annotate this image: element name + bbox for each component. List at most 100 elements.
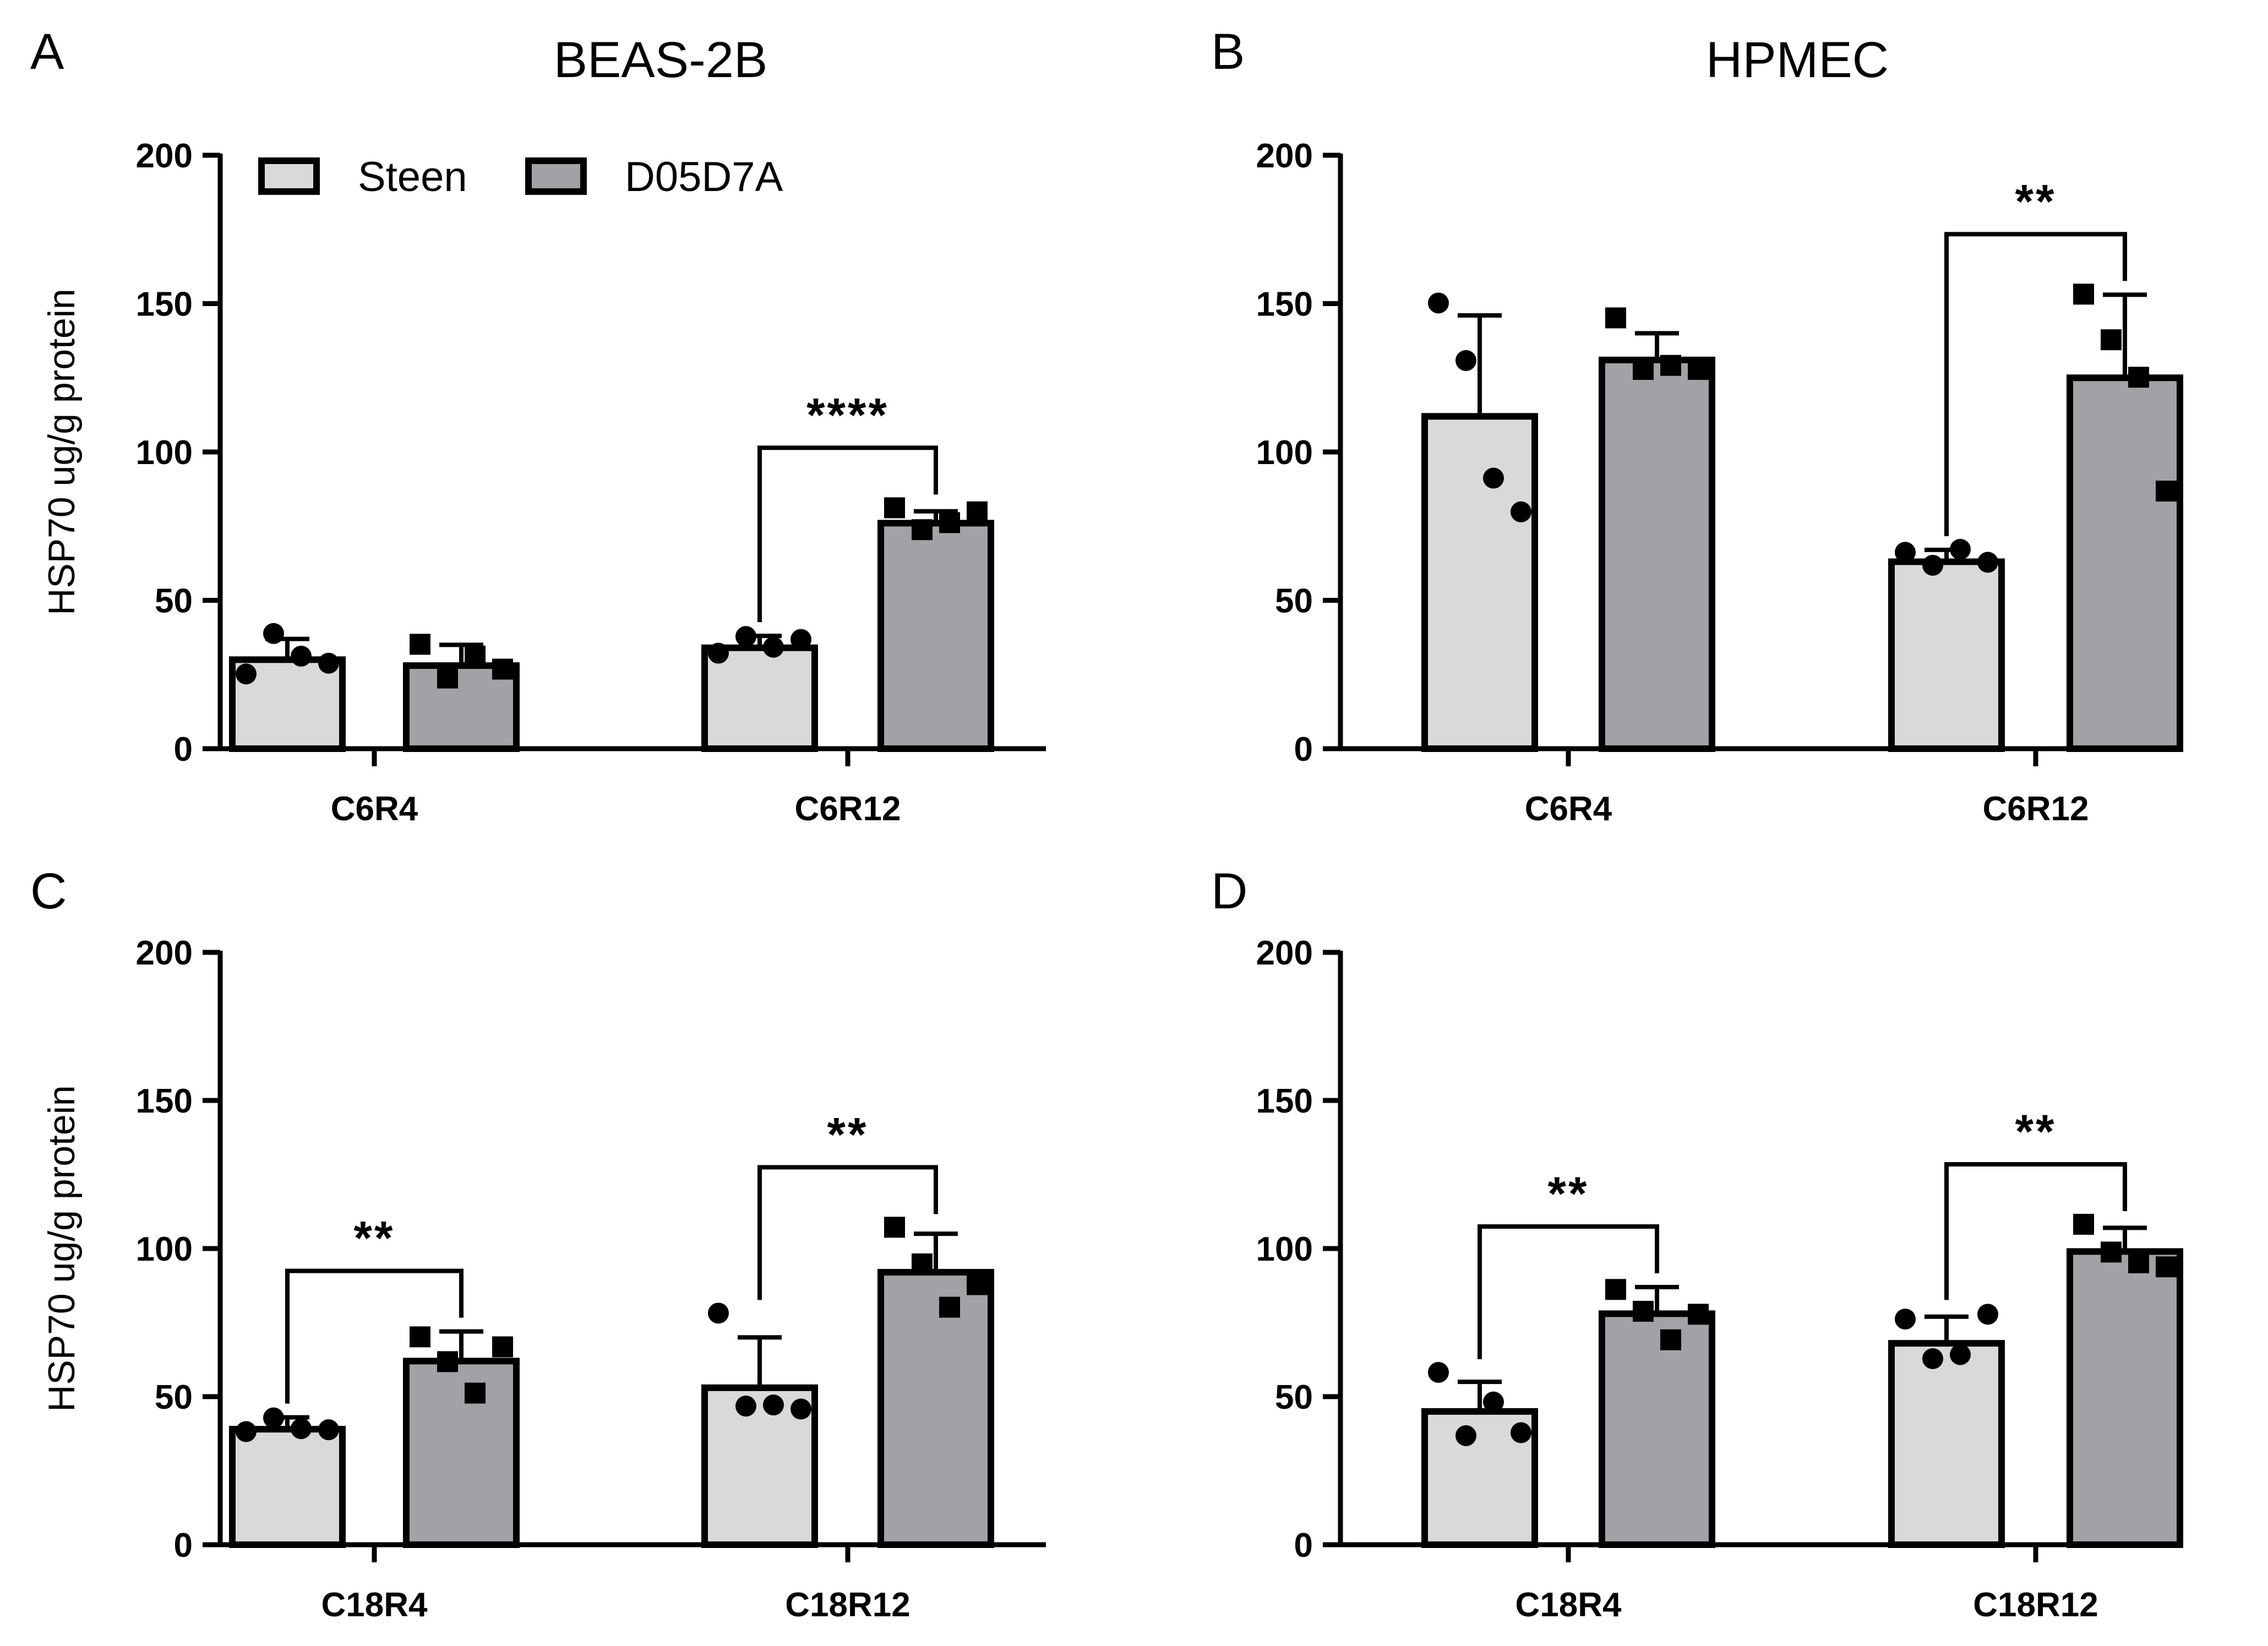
y-tick-label: 200 <box>136 934 193 972</box>
y-tick-label: 200 <box>1256 934 1313 972</box>
data-point-steen <box>763 1394 784 1416</box>
bar-d05d7a-c6r4 <box>403 662 520 752</box>
y-tick-label: 0 <box>1294 1527 1313 1565</box>
x-tick-label: C18R12 <box>1973 1586 2098 1624</box>
y-tick-label: 150 <box>1256 286 1313 324</box>
y-tick-label: 200 <box>136 137 193 175</box>
y-tick-label: 150 <box>136 286 193 324</box>
significance-bracket <box>757 445 938 623</box>
data-point-steen <box>1428 1361 1449 1383</box>
data-point-steen <box>1428 292 1449 314</box>
y-tick-label: 150 <box>136 1082 193 1120</box>
data-point-d05d7a <box>1660 355 1681 376</box>
data-point-steen <box>1977 1304 1998 1325</box>
data-point-steen <box>708 642 729 664</box>
data-point-d05d7a <box>492 1336 513 1358</box>
significance-label: ** <box>2015 175 2057 228</box>
legend-swatch-steen <box>258 157 320 195</box>
significance-label: ** <box>1548 1168 1589 1220</box>
data-point-d05d7a <box>437 1351 458 1372</box>
data-point-d05d7a <box>410 634 430 655</box>
data-point-steen <box>1977 552 1998 573</box>
bar-d05d7a-c18r4 <box>1599 1310 1715 1549</box>
data-point-steen <box>291 645 312 667</box>
data-point-steen <box>1922 554 1943 576</box>
y-axis-label: HSP70 ug/g protein <box>41 1085 83 1412</box>
bar-d05d7a-c18r12 <box>2067 1248 2183 1548</box>
data-point-d05d7a <box>492 658 513 680</box>
significance-label: ** <box>827 1108 869 1161</box>
bar-d05d7a-c18r4 <box>403 1358 520 1548</box>
significance-bracket <box>1478 1224 1659 1359</box>
significance-bracket <box>757 1165 938 1300</box>
legend-label-d05d7a: D05D7A <box>625 154 783 200</box>
data-point-steen <box>1455 350 1476 371</box>
legend: Steen D05D7A <box>258 154 783 200</box>
data-point-steen <box>1511 501 1531 522</box>
data-point-steen <box>318 1419 339 1441</box>
data-point-steen <box>318 652 339 674</box>
data-point-steen <box>236 663 257 685</box>
bar-steen-c6r12 <box>701 644 818 752</box>
data-point-d05d7a <box>2101 329 2122 351</box>
significance-bracket <box>1944 232 2127 536</box>
data-point-d05d7a <box>912 519 933 541</box>
data-point-steen <box>263 1407 284 1429</box>
bar-d05d7a-c6r12 <box>2067 374 2183 752</box>
bar-steen-c6r4 <box>1421 413 1538 752</box>
data-point-d05d7a <box>1688 1304 1709 1325</box>
data-point-d05d7a <box>967 1274 988 1295</box>
y-tick-label: 0 <box>1294 731 1313 769</box>
bar-steen-c18r4 <box>229 1426 346 1548</box>
data-point-d05d7a <box>884 497 905 519</box>
data-point-d05d7a <box>1605 1279 1626 1300</box>
panel-c: C HSP70 ug/g protein 0 50 100 150 200 C18R4 ** C1… <box>30 863 1046 1624</box>
bar-d05d7a-c6r12 <box>877 520 994 752</box>
data-point-d05d7a <box>2101 1241 2122 1263</box>
data-point-steen <box>1895 542 1916 563</box>
y-tick-label: 100 <box>1256 434 1313 472</box>
data-point-steen <box>708 1302 729 1324</box>
x-tick-label: C6R12 <box>1983 790 2089 828</box>
data-point-steen <box>1483 467 1504 489</box>
y-tick-label: 0 <box>174 731 193 769</box>
y-tick-label: 50 <box>155 582 193 620</box>
panel-letter: A <box>30 24 64 80</box>
y-tick-label: 150 <box>1256 1082 1313 1120</box>
significance-bracket <box>285 1268 464 1404</box>
significance-label: ** <box>354 1212 395 1265</box>
data-point-steen <box>1455 1425 1476 1446</box>
panel-a: A BEAS-2B HSP70 ug/g protein 0 50 100 150 200 C6… <box>30 24 1046 828</box>
data-point-steen <box>790 1398 811 1420</box>
bar-steen-c18r12 <box>1888 1340 2005 1548</box>
data-point-d05d7a <box>1688 359 1709 380</box>
data-point-d05d7a <box>410 1326 430 1348</box>
data-point-d05d7a <box>939 1296 960 1318</box>
data-point-steen <box>1950 1344 1971 1365</box>
data-point-d05d7a <box>2073 1213 2094 1235</box>
panel-letter: D <box>1211 863 1247 919</box>
data-point-d05d7a <box>437 667 458 689</box>
data-point-d05d7a <box>2128 1252 2149 1273</box>
data-point-steen <box>291 1418 312 1440</box>
data-point-d05d7a <box>2073 284 2094 305</box>
data-point-d05d7a <box>967 501 988 522</box>
data-point-d05d7a <box>465 645 486 667</box>
data-point-d05d7a <box>939 512 960 533</box>
legend-label-steen: Steen <box>358 154 467 200</box>
y-tick-label: 50 <box>155 1378 193 1416</box>
data-point-steen <box>735 1396 756 1417</box>
x-tick-label: C6R4 <box>1525 790 1612 828</box>
data-point-steen <box>790 629 811 650</box>
data-point-d05d7a <box>2156 481 2177 502</box>
legend-swatch-d05d7a <box>525 157 587 195</box>
data-point-d05d7a <box>465 1382 486 1404</box>
bar-d05d7a-c18r12 <box>877 1269 994 1549</box>
data-point-steen <box>763 636 784 658</box>
y-tick-label: 200 <box>1256 137 1313 175</box>
panel-title: HPMEC <box>1706 32 1889 88</box>
y-tick-label: 100 <box>136 1230 193 1268</box>
significance-bracket <box>1944 1162 2127 1300</box>
data-point-steen <box>1483 1391 1504 1413</box>
